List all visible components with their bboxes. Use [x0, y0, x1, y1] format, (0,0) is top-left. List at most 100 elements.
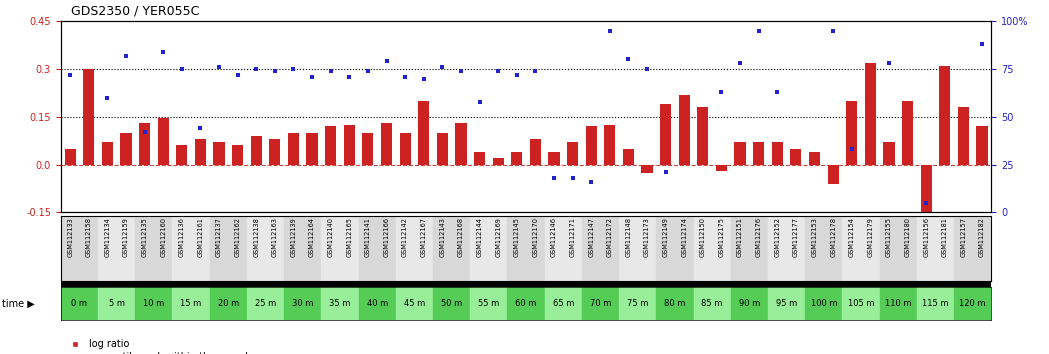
Bar — [455, 123, 467, 165]
Bar — [715, 165, 727, 171]
Point — [732, 61, 749, 66]
Bar — [623, 149, 634, 165]
Text: GSM112161: GSM112161 — [197, 217, 204, 257]
Point — [99, 95, 115, 101]
Bar — [544, 287, 582, 320]
Bar — [140, 123, 150, 165]
Point — [825, 28, 841, 34]
Legend: log ratio, percentile rank within the sample: log ratio, percentile rank within the sa… — [66, 339, 254, 354]
Text: GSM112177: GSM112177 — [793, 217, 799, 257]
Bar — [470, 287, 508, 320]
Bar — [287, 133, 299, 165]
Bar — [582, 216, 619, 281]
Bar — [102, 142, 113, 165]
Bar — [772, 142, 783, 165]
Point — [452, 68, 469, 74]
Bar — [864, 63, 876, 165]
Bar — [806, 287, 842, 320]
Text: 90 m: 90 m — [738, 299, 761, 308]
Bar — [842, 287, 880, 320]
Bar — [880, 287, 917, 320]
Bar — [693, 287, 731, 320]
Text: GSM112160: GSM112160 — [160, 217, 166, 257]
Point — [266, 68, 283, 74]
Point — [620, 57, 637, 62]
Point — [62, 72, 79, 78]
Bar — [619, 216, 657, 281]
Text: 95 m: 95 m — [776, 299, 797, 308]
Text: GSM112178: GSM112178 — [830, 217, 836, 257]
Bar — [247, 216, 284, 281]
Bar — [921, 165, 932, 212]
Text: GSM112135: GSM112135 — [142, 217, 148, 257]
Bar — [544, 216, 582, 281]
Bar — [693, 216, 731, 281]
Bar — [195, 139, 206, 165]
Text: 75 m: 75 m — [627, 299, 648, 308]
Bar — [768, 287, 806, 320]
Bar — [657, 216, 693, 281]
Bar — [247, 287, 284, 320]
Point — [136, 129, 153, 135]
Point — [211, 64, 228, 70]
Bar — [213, 142, 224, 165]
Text: GSM112170: GSM112170 — [533, 217, 538, 257]
Text: GSM112182: GSM112182 — [979, 217, 985, 257]
Bar — [917, 216, 955, 281]
Point — [545, 175, 562, 181]
Bar — [880, 216, 917, 281]
Text: 35 m: 35 m — [329, 299, 350, 308]
Text: 0 m: 0 m — [71, 299, 87, 308]
Bar — [568, 142, 578, 165]
Bar — [768, 216, 806, 281]
Text: GSM112134: GSM112134 — [104, 217, 110, 257]
Bar — [157, 118, 169, 165]
Bar — [172, 216, 210, 281]
Text: GSM112150: GSM112150 — [700, 217, 706, 257]
Text: 10 m: 10 m — [144, 299, 165, 308]
Bar — [734, 142, 746, 165]
Text: GSM112159: GSM112159 — [123, 217, 129, 257]
Bar — [284, 287, 321, 320]
Bar — [883, 142, 895, 165]
Text: 15 m: 15 m — [180, 299, 201, 308]
Text: GSM112173: GSM112173 — [644, 217, 650, 257]
Point — [694, 5, 711, 11]
Text: GSM112147: GSM112147 — [588, 217, 594, 257]
Text: GSM112146: GSM112146 — [551, 217, 557, 257]
Text: 115 m: 115 m — [922, 299, 948, 308]
Point — [81, 0, 98, 5]
Point — [230, 72, 247, 78]
Text: GSM112153: GSM112153 — [812, 217, 817, 257]
Text: GSM112162: GSM112162 — [235, 217, 240, 257]
Point — [248, 66, 264, 72]
Point — [583, 179, 600, 185]
Bar — [362, 133, 373, 165]
Text: GSM112154: GSM112154 — [849, 217, 855, 257]
Bar — [135, 216, 172, 281]
Bar — [955, 287, 991, 320]
Point — [564, 175, 581, 181]
Text: GSM112181: GSM112181 — [942, 217, 948, 257]
Bar — [395, 287, 433, 320]
Text: time ▶: time ▶ — [2, 298, 35, 309]
Text: GSM112139: GSM112139 — [291, 217, 297, 257]
Text: GSM112144: GSM112144 — [476, 217, 483, 257]
Bar — [731, 216, 768, 281]
Text: 70 m: 70 m — [590, 299, 612, 308]
Text: GSM112174: GSM112174 — [681, 217, 687, 257]
Bar — [511, 152, 522, 165]
Text: 20 m: 20 m — [218, 299, 239, 308]
Bar — [306, 133, 318, 165]
Bar — [98, 287, 135, 320]
Bar — [284, 216, 321, 281]
Text: GDS2350 / YER055C: GDS2350 / YER055C — [71, 5, 199, 18]
Bar — [172, 287, 210, 320]
Point — [880, 61, 897, 66]
Bar — [902, 101, 913, 165]
Bar — [508, 287, 544, 320]
Text: 55 m: 55 m — [478, 299, 499, 308]
Bar — [436, 133, 448, 165]
Point — [341, 74, 358, 80]
Bar — [270, 139, 280, 165]
